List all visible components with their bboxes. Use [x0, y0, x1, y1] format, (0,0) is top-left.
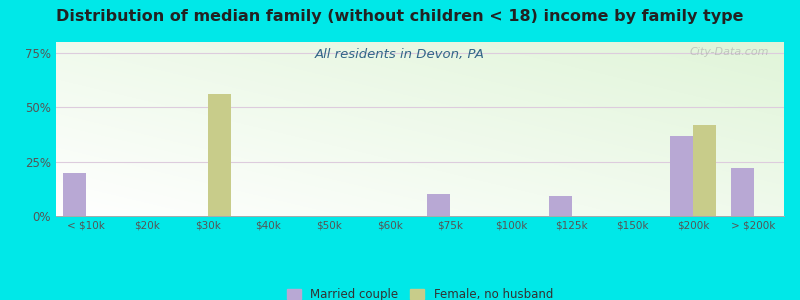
Bar: [63, 172, 86, 216]
Bar: [427, 194, 450, 216]
Bar: [208, 94, 230, 216]
Text: Distribution of median family (without children < 18) income by family type: Distribution of median family (without c…: [56, 9, 744, 24]
Legend: Married couple, Female, no husband: Married couple, Female, no husband: [286, 288, 554, 300]
Text: All residents in Devon, PA: All residents in Devon, PA: [315, 48, 485, 61]
Bar: [693, 124, 716, 216]
Bar: [549, 196, 572, 216]
Bar: [730, 168, 754, 216]
Text: City-Data.com: City-Data.com: [690, 47, 770, 57]
Bar: [670, 136, 693, 216]
